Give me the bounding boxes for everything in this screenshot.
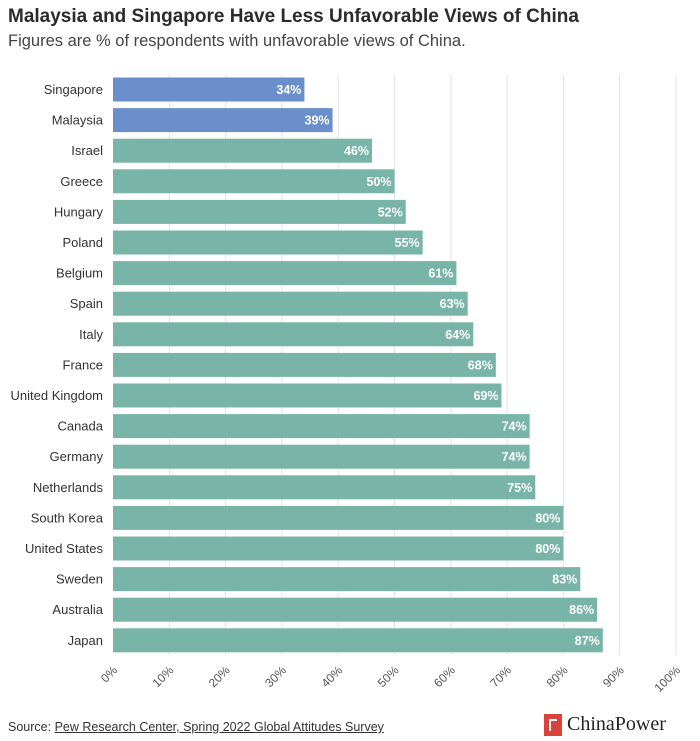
category-label-united-kingdom: United Kingdom	[11, 388, 104, 403]
bar-spain	[113, 291, 468, 316]
value-label-canada: 74%	[502, 420, 527, 434]
bar-australia	[113, 597, 598, 622]
value-label-netherlands: 75%	[507, 481, 532, 495]
category-label-canada: Canada	[57, 419, 103, 434]
x-tick-label-100: 100%	[652, 663, 684, 695]
chart-subtitle: Figures are % of respondents with unfavo…	[8, 32, 466, 50]
value-label-sweden: 83%	[552, 573, 577, 587]
bar-south-korea	[113, 505, 564, 530]
value-label-singapore: 34%	[276, 83, 301, 97]
value-label-poland: 55%	[395, 236, 420, 250]
value-label-south-korea: 80%	[535, 511, 560, 525]
category-label-germany: Germany	[50, 449, 104, 464]
value-label-united-kingdom: 69%	[473, 389, 498, 403]
value-label-italy: 64%	[445, 328, 470, 342]
value-label-united-states: 80%	[535, 542, 560, 556]
bar-germany	[113, 444, 530, 469]
category-label-greece: Greece	[60, 174, 103, 189]
bar-japan	[113, 628, 603, 653]
category-label-poland: Poland	[63, 235, 103, 250]
chinapower-logo: ChinaPower	[544, 713, 666, 736]
category-label-singapore: Singapore	[44, 82, 103, 97]
x-tick-label-20: 20%	[206, 663, 233, 690]
value-label-australia: 86%	[569, 603, 594, 617]
category-label-japan: Japan	[68, 633, 103, 648]
value-label-japan: 87%	[575, 634, 600, 648]
chinapower-logo-text: ChinaPower	[567, 713, 666, 735]
value-label-greece: 50%	[366, 175, 391, 189]
bar-united-kingdom	[113, 383, 502, 408]
value-label-israel: 46%	[344, 144, 369, 158]
category-label-united-states: United States	[25, 541, 104, 556]
value-label-hungary: 52%	[378, 205, 403, 219]
category-label-netherlands: Netherlands	[33, 480, 104, 495]
bar-france	[113, 352, 496, 377]
bar-singapore	[113, 77, 305, 102]
bar-united-states	[113, 536, 564, 561]
source-prefix: Source:	[8, 720, 55, 734]
x-tick-label-40: 40%	[318, 663, 345, 690]
value-label-spain: 63%	[440, 297, 465, 311]
bar-italy	[113, 322, 474, 347]
bar-sweden	[113, 567, 581, 592]
category-label-hungary: Hungary	[54, 204, 104, 219]
bar-netherlands	[113, 475, 536, 500]
category-label-france: France	[63, 357, 103, 372]
category-label-italy: Italy	[79, 327, 103, 342]
bar-poland	[113, 230, 423, 255]
source-note: Source: Pew Research Center, Spring 2022…	[8, 720, 384, 734]
bar-belgium	[113, 261, 457, 286]
bar-malaysia	[113, 108, 333, 133]
value-label-belgium: 61%	[428, 267, 453, 281]
bar-canada	[113, 414, 530, 439]
source-link[interactable]: Pew Research Center, Spring 2022 Global …	[54, 720, 384, 734]
category-label-malaysia: Malaysia	[52, 113, 104, 128]
category-label-belgium: Belgium	[56, 266, 103, 281]
value-label-germany: 74%	[502, 450, 527, 464]
chart-title: Malaysia and Singapore Have Less Unfavor…	[8, 6, 579, 27]
category-label-spain: Spain	[70, 296, 103, 311]
x-tick-label-60: 60%	[431, 663, 458, 690]
bar-greece	[113, 169, 395, 194]
bar-israel	[113, 138, 372, 163]
bar-hungary	[113, 199, 406, 224]
category-label-australia: Australia	[52, 602, 103, 617]
x-tick-label-70: 70%	[487, 663, 514, 690]
x-tick-label-10: 10%	[150, 663, 177, 690]
x-tick-label-80: 80%	[544, 663, 571, 690]
value-label-france: 68%	[468, 358, 493, 372]
x-tick-label-90: 90%	[600, 663, 627, 690]
x-tick-label-30: 30%	[262, 663, 289, 690]
category-label-israel: Israel	[71, 143, 103, 158]
chinapower-logo-icon	[544, 713, 562, 736]
value-label-malaysia: 39%	[305, 114, 330, 128]
x-tick-label-0: 0%	[98, 663, 120, 685]
category-label-south-korea: South Korea	[31, 510, 104, 525]
category-label-sweden: Sweden	[56, 572, 103, 587]
x-tick-label-50: 50%	[375, 663, 402, 690]
